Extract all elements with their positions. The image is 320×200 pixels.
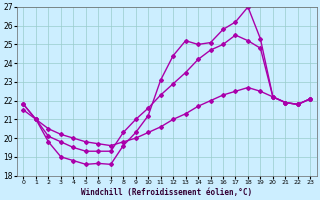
X-axis label: Windchill (Refroidissement éolien,°C): Windchill (Refroidissement éolien,°C) bbox=[81, 188, 252, 197]
